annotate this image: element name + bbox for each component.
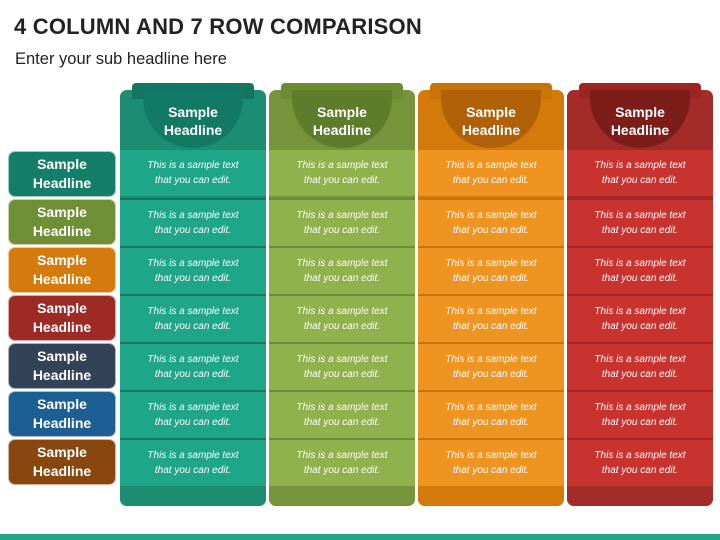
column-heading[interactable]: Sample Headline <box>163 104 223 138</box>
column-heading[interactable]: Sample Headline <box>312 104 372 138</box>
row-heading[interactable]: Sample Headline <box>8 199 116 245</box>
table-cell[interactable]: This is a sample text that you can edit. <box>418 150 564 196</box>
table-cell[interactable]: This is a sample text that you can edit. <box>269 342 415 390</box>
table-cell[interactable]: This is a sample text that you can edit. <box>120 150 266 196</box>
table-cell[interactable]: This is a sample text that you can edit. <box>567 342 713 390</box>
row-heading[interactable]: Sample Headline <box>8 295 116 341</box>
row-heading[interactable]: Sample Headline <box>8 151 116 197</box>
table-cell[interactable]: This is a sample text that you can edit. <box>567 246 713 294</box>
page-subtitle: Enter your sub headline here <box>15 50 227 68</box>
table-cell[interactable]: This is a sample text that you can edit. <box>418 390 564 438</box>
comparison-column: Sample Headline This is a sample text tha… <box>567 83 713 506</box>
row-heading[interactable]: Sample Headline <box>8 391 116 437</box>
table-cell[interactable]: This is a sample text that you can edit. <box>567 438 713 486</box>
table-cell[interactable]: This is a sample text that you can edit. <box>269 150 415 196</box>
column-heading[interactable]: Sample Headline <box>461 104 521 138</box>
table-cell[interactable]: This is a sample text that you can edit. <box>120 294 266 342</box>
table-cell[interactable]: This is a sample text that you can edit. <box>120 342 266 390</box>
table-cell[interactable]: This is a sample text that you can edit. <box>418 438 564 486</box>
table-cell[interactable]: This is a sample text that you can edit. <box>567 294 713 342</box>
column-footer <box>418 486 564 506</box>
table-cell[interactable]: This is a sample text that you can edit. <box>567 150 713 196</box>
table-cell[interactable]: This is a sample text that you can edit. <box>269 198 415 246</box>
comparison-column: Sample Headline This is a sample text tha… <box>418 83 564 506</box>
table-cell[interactable]: This is a sample text that you can edit. <box>120 198 266 246</box>
table-cell[interactable]: This is a sample text that you can edit. <box>567 390 713 438</box>
comparison-column: Sample Headline This is a sample text tha… <box>269 83 415 506</box>
row-heading[interactable]: Sample Headline <box>8 439 116 485</box>
column-footer <box>269 486 415 506</box>
row-heading[interactable]: Sample Headline <box>8 247 116 293</box>
table-cell[interactable]: This is a sample text that you can edit. <box>269 294 415 342</box>
table-cell[interactable]: This is a sample text that you can edit. <box>269 438 415 486</box>
table-cell[interactable]: This is a sample text that you can edit. <box>269 246 415 294</box>
table-cell[interactable]: This is a sample text that you can edit. <box>120 246 266 294</box>
page-title: 4 COLUMN AND 7 ROW COMPARISON <box>14 14 422 39</box>
table-cell[interactable]: This is a sample text that you can edit. <box>418 342 564 390</box>
column-heading[interactable]: Sample Headline <box>610 104 670 138</box>
comparison-column: Sample Headline This is a sample text tha… <box>120 83 266 506</box>
table-cell[interactable]: This is a sample text that you can edit. <box>120 438 266 486</box>
table-cell[interactable]: This is a sample text that you can edit. <box>120 390 266 438</box>
column-footer <box>120 486 266 506</box>
table-cell[interactable]: This is a sample text that you can edit. <box>418 198 564 246</box>
bottom-accent-bar <box>0 534 720 540</box>
table-cell[interactable]: This is a sample text that you can edit. <box>567 198 713 246</box>
table-cell[interactable]: This is a sample text that you can edit. <box>269 390 415 438</box>
column-footer <box>567 486 713 506</box>
table-cell[interactable]: This is a sample text that you can edit. <box>418 294 564 342</box>
table-cell[interactable]: This is a sample text that you can edit. <box>418 246 564 294</box>
row-heading[interactable]: Sample Headline <box>8 343 116 389</box>
